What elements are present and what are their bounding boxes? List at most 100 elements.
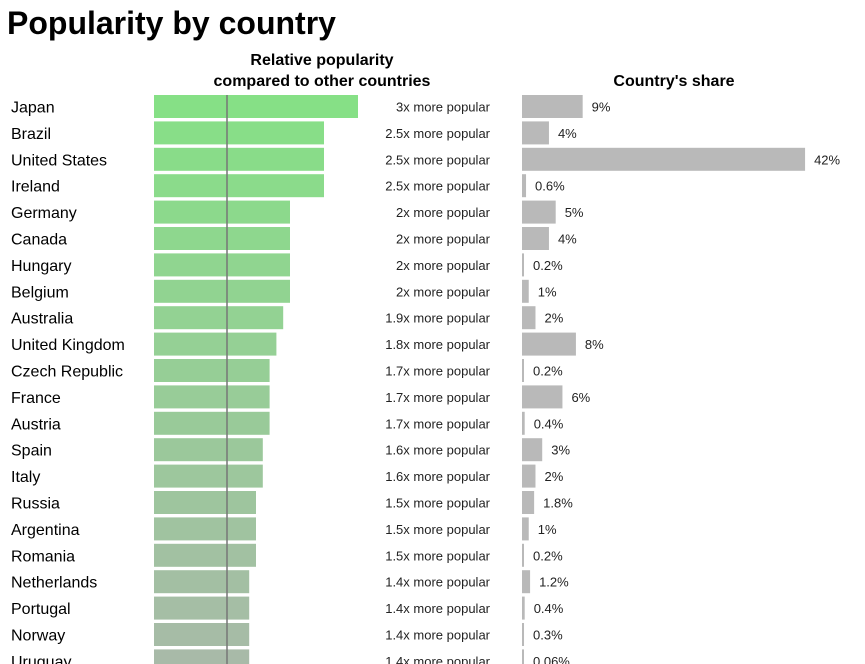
share-value-label: 0.2% [533,258,563,273]
country-label: Spain [11,443,52,460]
share-bar [522,596,525,620]
country-label: Hungary [11,258,71,275]
country-label: Netherlands [11,575,97,592]
popularity-bar [154,570,250,594]
share-bar [522,438,543,462]
share-bar [522,147,806,171]
share-value-label: 8% [585,337,604,352]
popularity-bar [154,227,290,250]
share-value-label: 0.06% [533,654,570,664]
share-bar [522,121,549,145]
popularity-value-label: 1.4x more popular [385,654,490,664]
popularity-bar [154,438,263,462]
popularity-value-label: 1.4x more popular [385,575,490,590]
share-bar [522,332,576,356]
share-value-label: 1.8% [543,496,573,511]
page-title: Popularity by country [7,5,336,41]
country-label: Ireland [11,179,60,196]
popularity-bar [154,385,270,409]
share-bar [522,174,527,198]
share-bar [522,543,524,567]
popularity-bar [154,517,256,541]
share-bar [522,279,529,303]
share-bar [522,464,536,488]
country-label: Italy [11,469,40,486]
share-bar [522,253,524,277]
share-value-label: 0.2% [533,364,563,379]
share-bar [522,623,525,646]
share-value-label: 0.6% [535,179,565,194]
popularity-value-label: 1.5x more popular [385,496,490,511]
popularity-bar [154,359,270,382]
popularity-value-label: 1.9x more popular [385,311,490,326]
popularity-value-label: 2.5x more popular [385,126,490,141]
share-bar [522,306,536,330]
popularity-bar [154,121,324,145]
share-bar [522,359,524,382]
country-label: Belgium [11,284,69,301]
share-value-label: 6% [571,390,590,405]
share-bar [522,517,529,541]
share-bar [522,570,531,594]
popularity-value-label: 1.7x more popular [385,390,490,405]
country-label: Brazil [11,126,51,143]
popularity-bar [154,306,284,330]
share-bar [522,411,525,435]
share-bar [522,649,524,664]
country-label: France [11,390,61,407]
share-value-label: 5% [565,205,584,220]
popularity-header-line2: compared to other countries [213,73,431,90]
popularity-header-line1: Relative popularity [250,52,394,69]
popularity-value-label: 2.5x more popular [385,179,490,194]
popularity-bar [154,200,290,224]
popularity-value-label: 3x more popular [396,100,491,115]
popularity-bar [154,543,256,567]
popularity-bar [154,95,358,118]
share-value-label: 4% [558,232,577,247]
country-label: Austria [11,416,61,433]
popularity-bar [154,623,250,646]
country-label: Canada [11,232,67,249]
popularity-value-label: 1.4x more popular [385,601,490,616]
share-value-label: 1% [538,284,557,299]
popularity-bar [154,411,270,435]
share-value-label: 2% [544,469,563,484]
popularity-value-label: 2x more popular [396,284,491,299]
popularity-value-label: 1.8x more popular [385,337,490,352]
share-bar [522,200,556,224]
share-bar [522,95,583,118]
popularity-value-label: 1.4x more popular [385,628,490,643]
share-value-label: 3% [551,443,570,458]
share-value-label: 2% [544,311,563,326]
popularity-value-label: 1.6x more popular [385,443,490,458]
popularity-value-label: 1.7x more popular [385,364,490,379]
popularity-bar [154,649,250,664]
country-label: Czech Republic [11,364,123,381]
country-label: Norway [11,628,65,645]
share-value-label: 4% [558,126,577,141]
share-bar [522,227,549,250]
country-label: United States [11,152,107,169]
country-label: Japan [11,100,55,117]
popularity-bar [154,464,263,488]
share-value-label: 0.4% [534,416,564,431]
share-value-label: 1.2% [539,575,569,590]
popularity-value-label: 2x more popular [396,258,491,273]
popularity-value-label: 1.6x more popular [385,469,490,484]
popularity-bar [154,147,324,171]
share-bar [522,385,563,409]
country-label: Germany [11,205,77,222]
country-label: Australia [11,311,73,328]
country-label: Romania [11,548,75,565]
share-value-label: 1% [538,522,557,537]
popularity-bar [154,491,256,514]
popularity-bar [154,279,290,303]
popularity-value-label: 1.5x more popular [385,522,490,537]
share-bar [522,491,535,514]
popularity-bar [154,332,277,356]
country-label: United Kingdom [11,337,125,354]
popularity-value-label: 2x more popular [396,205,491,220]
country-label: Uruguay [11,654,71,664]
country-label: Russia [11,496,60,513]
